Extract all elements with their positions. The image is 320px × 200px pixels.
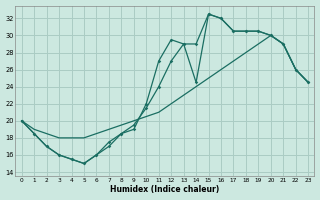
X-axis label: Humidex (Indice chaleur): Humidex (Indice chaleur) xyxy=(110,185,220,194)
